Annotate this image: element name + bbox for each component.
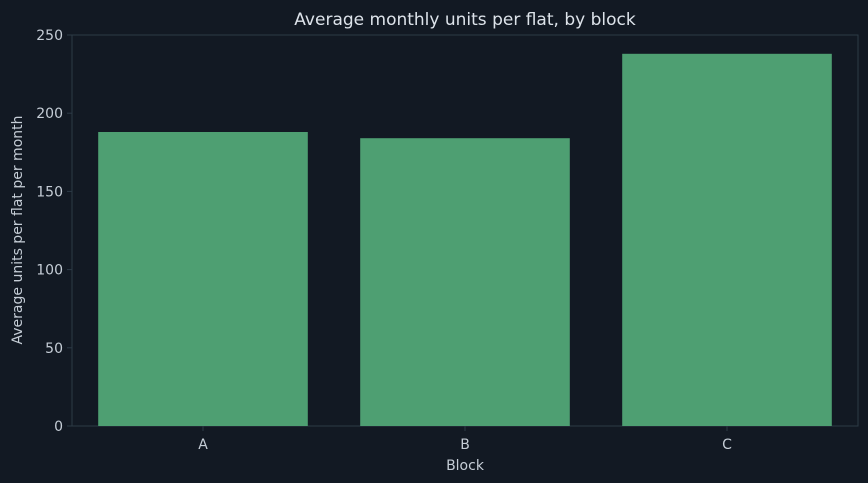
y-tick-label: 150 xyxy=(36,184,63,200)
bar-a xyxy=(98,132,308,426)
y-tick-label: 0 xyxy=(54,419,63,435)
y-axis-label: Average units per flat per month xyxy=(10,116,26,345)
y-tick-label: 50 xyxy=(45,341,63,357)
x-tick-label-a: A xyxy=(198,437,208,453)
x-tick-label-b: B xyxy=(460,437,470,453)
x-axis-ticks: A B C xyxy=(198,426,732,453)
y-tick-label: 250 xyxy=(36,28,63,44)
y-tick-label: 100 xyxy=(36,263,63,279)
y-axis-ticks: 0 50 100 150 200 250 xyxy=(36,28,72,435)
bars-group xyxy=(98,53,832,427)
bar-b xyxy=(360,138,570,426)
bar-c xyxy=(622,53,832,427)
x-tick-label-c: C xyxy=(722,437,732,453)
chart-title: Average monthly units per flat, by block xyxy=(294,10,636,30)
y-tick-label: 200 xyxy=(36,106,63,122)
x-axis-label: Block xyxy=(446,458,485,474)
